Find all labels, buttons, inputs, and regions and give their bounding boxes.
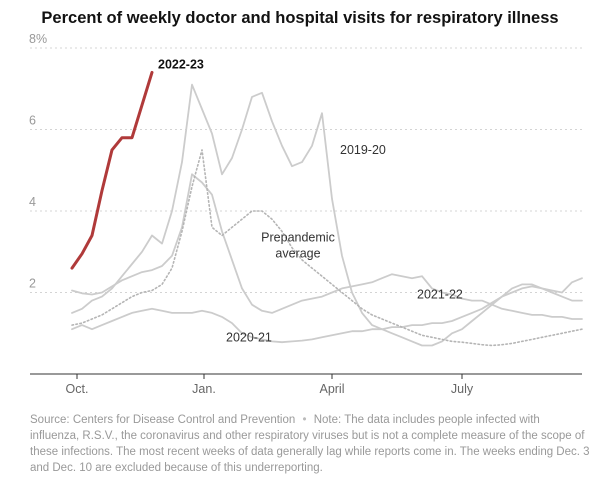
series-label-2019-20: 2019-20 xyxy=(340,143,386,157)
x-tick-label-april: April xyxy=(319,382,344,396)
x-tick-label-jan: Jan. xyxy=(192,382,216,396)
x-axis-ticks: Oct. Jan. April July xyxy=(66,374,474,396)
series-label-2021-22: 2021-22 xyxy=(417,288,463,302)
series-lines xyxy=(70,70,583,347)
series-line-2022-23 xyxy=(70,70,154,270)
series-label-prepandemic-average: Prepandemic average xyxy=(261,231,335,261)
series-line-2020-21 xyxy=(71,277,583,344)
source-note: Source: Centers for Disease Control and … xyxy=(30,412,590,476)
y-axis-ticks: 2 4 6 8% xyxy=(29,32,47,291)
series-line-2021-22 xyxy=(71,173,583,320)
series-label-2022-23: 2022-23 xyxy=(158,57,204,71)
series-line-2019-20 xyxy=(71,83,583,347)
series-labels: 2019-20 2020-21 2021-22 Prepandemic average 2… xyxy=(158,57,463,344)
series-label-2020-21: 2020-21 xyxy=(226,330,272,344)
chart-title: Percent of weekly doctor and hospital vi… xyxy=(41,9,559,27)
x-tick-label-july: July xyxy=(451,382,474,396)
y-tick-label-8: 8% xyxy=(29,32,47,46)
x-tick-label-oct: Oct. xyxy=(66,382,89,396)
y-tick-label-6: 6 xyxy=(29,114,36,128)
source-label: Source: Centers for Disease Control and … xyxy=(30,414,296,426)
y-tick-label-2: 2 xyxy=(29,277,36,291)
series-line-prepandemic-average xyxy=(71,149,583,347)
note-text: Note: The data includes people infected … xyxy=(30,414,590,474)
separator-dot: • xyxy=(302,414,307,426)
gridlines xyxy=(30,47,582,293)
y-tick-label-4: 4 xyxy=(29,195,36,209)
